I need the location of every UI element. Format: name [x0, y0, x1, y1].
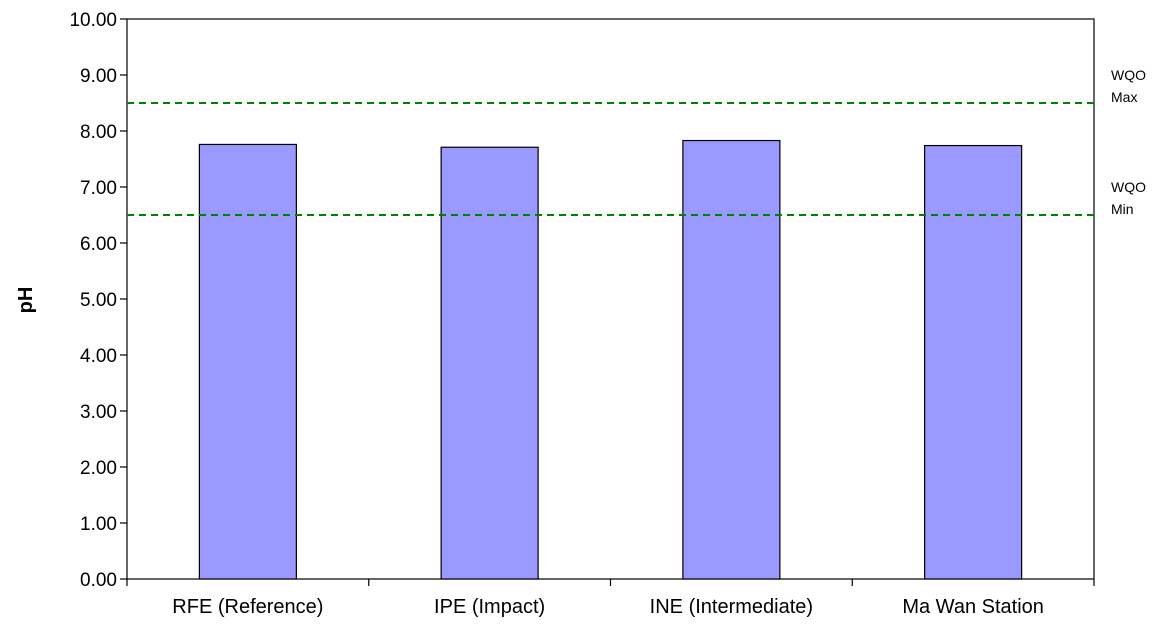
- y-tick-label: 10.00: [69, 10, 117, 31]
- bar: [440, 146, 539, 580]
- y-tick-label: 1.00: [80, 514, 117, 535]
- bar: [924, 144, 1023, 580]
- reference-line-label: Max: [1111, 89, 1137, 105]
- y-tick-label: 4.00: [80, 346, 117, 367]
- y-axis-title: pH: [15, 287, 37, 314]
- y-tick-label: 9.00: [80, 66, 117, 87]
- bar: [198, 143, 297, 580]
- reference-lines: [127, 102, 1094, 216]
- reference-line-label: WQO: [1111, 179, 1146, 195]
- reference-line-label: WQO: [1111, 67, 1146, 83]
- y-tick-label: 7.00: [80, 178, 117, 199]
- x-category-label: IPE (Impact): [434, 596, 545, 618]
- bars: [198, 139, 1023, 580]
- y-tick-label: 8.00: [80, 122, 117, 143]
- bar: [682, 139, 781, 580]
- x-category-label: INE (Intermediate): [650, 596, 813, 618]
- x-category-label: Ma Wan Station: [902, 596, 1044, 618]
- y-tick-label: 6.00: [80, 234, 117, 255]
- reference-line-label: Min: [1111, 201, 1134, 217]
- y-tick-label: 3.00: [80, 402, 117, 423]
- y-tick-label: 0.00: [80, 570, 117, 591]
- labels: 0.00 1.00 2.00 3.00 4.00 5.00 6.00 7.00 8.00 9.00…: [69, 10, 1146, 618]
- y-tick-label: 5.00: [80, 290, 117, 311]
- y-tick-label: 2.00: [80, 458, 117, 479]
- x-category-label: RFE (Reference): [172, 596, 323, 618]
- axes: [120, 18, 1095, 586]
